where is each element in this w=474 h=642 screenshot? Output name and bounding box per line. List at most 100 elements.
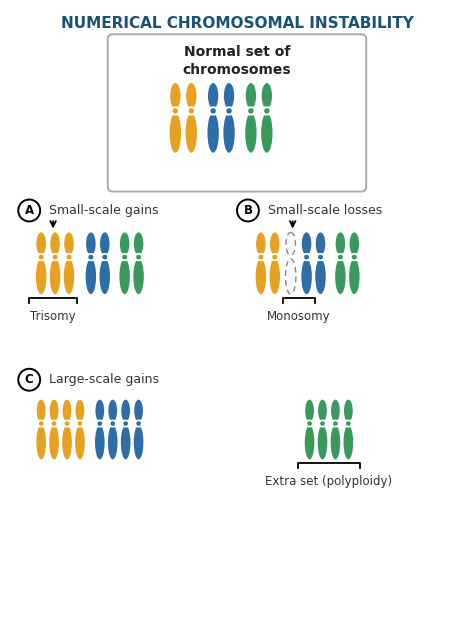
Ellipse shape bbox=[186, 83, 196, 109]
Ellipse shape bbox=[50, 259, 60, 294]
Ellipse shape bbox=[78, 421, 82, 426]
Ellipse shape bbox=[262, 83, 272, 109]
Ellipse shape bbox=[120, 232, 129, 256]
Ellipse shape bbox=[108, 426, 118, 460]
Ellipse shape bbox=[63, 400, 72, 422]
Ellipse shape bbox=[317, 420, 328, 428]
Ellipse shape bbox=[123, 421, 128, 426]
Ellipse shape bbox=[256, 232, 265, 256]
Ellipse shape bbox=[338, 255, 343, 259]
Ellipse shape bbox=[301, 253, 313, 261]
Ellipse shape bbox=[95, 400, 104, 422]
Ellipse shape bbox=[336, 232, 345, 256]
Text: Monosomy: Monosomy bbox=[267, 310, 330, 323]
Ellipse shape bbox=[270, 259, 280, 294]
Ellipse shape bbox=[318, 255, 323, 259]
Ellipse shape bbox=[343, 420, 354, 428]
Ellipse shape bbox=[100, 232, 109, 256]
Ellipse shape bbox=[334, 253, 346, 261]
Ellipse shape bbox=[344, 400, 353, 422]
Ellipse shape bbox=[206, 107, 220, 116]
Ellipse shape bbox=[304, 255, 309, 259]
Ellipse shape bbox=[74, 420, 86, 428]
Ellipse shape bbox=[244, 107, 258, 116]
Ellipse shape bbox=[260, 107, 273, 116]
Ellipse shape bbox=[330, 426, 340, 460]
Ellipse shape bbox=[222, 107, 236, 116]
Text: Small-scale losses: Small-scale losses bbox=[268, 204, 382, 217]
Ellipse shape bbox=[208, 83, 219, 109]
Ellipse shape bbox=[268, 253, 281, 261]
Text: C: C bbox=[25, 373, 34, 386]
Circle shape bbox=[237, 200, 259, 221]
Ellipse shape bbox=[64, 232, 74, 256]
Ellipse shape bbox=[318, 400, 327, 422]
Ellipse shape bbox=[189, 108, 194, 114]
Ellipse shape bbox=[86, 232, 96, 256]
Ellipse shape bbox=[63, 253, 75, 261]
Ellipse shape bbox=[301, 259, 312, 294]
Ellipse shape bbox=[132, 253, 145, 261]
Ellipse shape bbox=[344, 426, 353, 460]
Ellipse shape bbox=[100, 259, 110, 294]
Ellipse shape bbox=[335, 259, 346, 294]
Ellipse shape bbox=[39, 421, 44, 426]
Ellipse shape bbox=[98, 421, 102, 426]
Ellipse shape bbox=[39, 255, 44, 259]
Ellipse shape bbox=[136, 255, 141, 259]
Ellipse shape bbox=[224, 83, 234, 109]
Ellipse shape bbox=[134, 426, 144, 460]
Circle shape bbox=[18, 369, 40, 391]
Text: Small-scale gains: Small-scale gains bbox=[49, 204, 159, 217]
Ellipse shape bbox=[133, 259, 144, 294]
Ellipse shape bbox=[208, 113, 219, 153]
Text: Normal set of
chromosomes: Normal set of chromosomes bbox=[182, 45, 292, 77]
Ellipse shape bbox=[264, 108, 270, 114]
Ellipse shape bbox=[307, 421, 312, 426]
Ellipse shape bbox=[99, 253, 111, 261]
Ellipse shape bbox=[245, 113, 256, 153]
Ellipse shape bbox=[258, 255, 264, 259]
Ellipse shape bbox=[49, 253, 61, 261]
Ellipse shape bbox=[226, 108, 232, 114]
Ellipse shape bbox=[255, 253, 267, 261]
Ellipse shape bbox=[61, 420, 73, 428]
Text: B: B bbox=[244, 204, 253, 217]
Ellipse shape bbox=[246, 83, 256, 109]
Text: NUMERICAL CHROMOSOMAL INSTABILITY: NUMERICAL CHROMOSOMAL INSTABILITY bbox=[61, 16, 413, 31]
Ellipse shape bbox=[169, 107, 182, 116]
Ellipse shape bbox=[349, 232, 359, 256]
Ellipse shape bbox=[137, 421, 141, 426]
Ellipse shape bbox=[66, 255, 72, 259]
Ellipse shape bbox=[48, 420, 60, 428]
Ellipse shape bbox=[186, 113, 197, 153]
Ellipse shape bbox=[173, 108, 178, 114]
Text: Trisomy: Trisomy bbox=[30, 310, 76, 323]
Ellipse shape bbox=[109, 400, 117, 422]
Ellipse shape bbox=[133, 420, 144, 428]
Text: A: A bbox=[25, 204, 34, 217]
Ellipse shape bbox=[331, 400, 340, 422]
Ellipse shape bbox=[302, 232, 311, 256]
Ellipse shape bbox=[88, 255, 93, 259]
Ellipse shape bbox=[272, 255, 277, 259]
Ellipse shape bbox=[305, 426, 314, 460]
Ellipse shape bbox=[64, 259, 74, 294]
Ellipse shape bbox=[304, 420, 315, 428]
Ellipse shape bbox=[330, 420, 341, 428]
Ellipse shape bbox=[120, 420, 131, 428]
Ellipse shape bbox=[170, 113, 181, 153]
Ellipse shape bbox=[84, 253, 97, 261]
Ellipse shape bbox=[320, 421, 325, 426]
Ellipse shape bbox=[49, 426, 59, 460]
Ellipse shape bbox=[53, 255, 57, 259]
Ellipse shape bbox=[122, 255, 127, 259]
Ellipse shape bbox=[110, 421, 115, 426]
Ellipse shape bbox=[94, 420, 106, 428]
Ellipse shape bbox=[285, 259, 296, 294]
Ellipse shape bbox=[349, 259, 360, 294]
Ellipse shape bbox=[248, 108, 254, 114]
Ellipse shape bbox=[36, 426, 46, 460]
Ellipse shape bbox=[286, 232, 295, 256]
Ellipse shape bbox=[121, 426, 130, 460]
